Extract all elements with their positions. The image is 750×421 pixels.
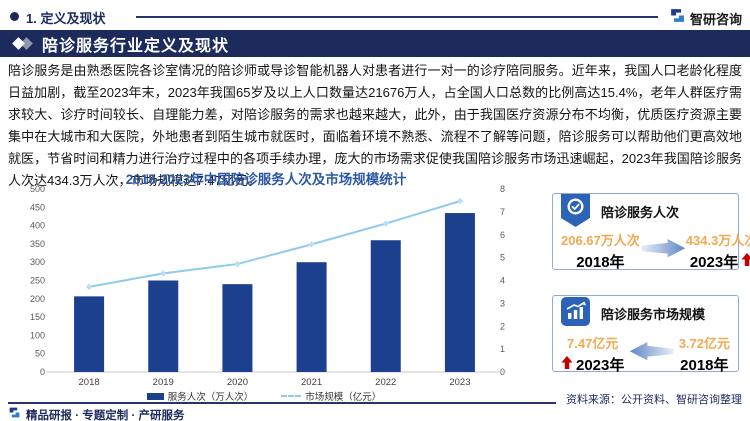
legend-item-bar: 服务人次（万人次） bbox=[146, 389, 254, 403]
bar-2022 bbox=[370, 240, 401, 372]
chart-area: 2018-2023年中国陪诊服务人次及市场规模统计 0 50 100 150 200 250… bbox=[8, 170, 520, 403]
brand-name: 智研咨询 bbox=[689, 11, 742, 27]
stat-2023: 7.47亿元 2023年 bbox=[561, 333, 624, 375]
bar-2018 bbox=[74, 296, 105, 372]
card-title: 陪诊服务人次 bbox=[601, 205, 680, 220]
stat-value: 434.3万人次 bbox=[685, 233, 750, 248]
header-rule bbox=[136, 16, 658, 18]
left-axis-tick: 300 bbox=[30, 257, 45, 267]
bar-line-chart: 2018-2023年中国陪诊服务人次及市场规模统计050100150200250… bbox=[30, 171, 506, 388]
card-body: 7.47亿元 2023年 3.72亿元 2018年 bbox=[553, 327, 738, 375]
left-axis-tick: 500 bbox=[30, 184, 45, 194]
right-axis-tick: 7 bbox=[500, 207, 505, 217]
card-head: 陪诊服务人次 bbox=[553, 194, 738, 228]
x-axis-label: 2019 bbox=[153, 377, 174, 388]
line-marker-2021 bbox=[308, 241, 315, 248]
line-marker-2019 bbox=[160, 270, 167, 277]
page-header: 1. 定义及现状 智研咨询 bbox=[0, 5, 750, 29]
left-axis-tick: 0 bbox=[40, 367, 45, 377]
chart-title: 2018-2023年中国陪诊服务人次及市场规模统计 bbox=[126, 171, 407, 187]
footer-divider bbox=[8, 402, 556, 404]
body-paragraph: 陪诊服务是由熟悉医院各诊室情况的陪诊师或导诊智能机器人对患者进行一对一的诊疗陪同… bbox=[8, 63, 742, 188]
line-swatch-icon bbox=[281, 395, 302, 397]
brand-logo: 智研咨询 bbox=[669, 7, 742, 29]
left-axis-tick: 400 bbox=[30, 221, 45, 231]
x-axis-label: 2021 bbox=[301, 377, 322, 388]
left-axis-tick: 200 bbox=[30, 294, 45, 304]
stat-year: 2018年 bbox=[576, 254, 625, 271]
right-axis-tick: 3 bbox=[500, 298, 505, 308]
right-axis-tick: 6 bbox=[500, 230, 505, 240]
bullet-icon bbox=[10, 12, 19, 21]
x-axis-label: 2020 bbox=[227, 377, 248, 388]
bar-2021 bbox=[296, 262, 327, 372]
trend-chart-icon bbox=[560, 296, 591, 327]
footer-logo-icon bbox=[8, 406, 21, 421]
right-axis-tick: 8 bbox=[500, 184, 505, 194]
legend-item-line: 市场规模（亿元） bbox=[281, 389, 381, 403]
x-axis-label: 2023 bbox=[449, 377, 470, 388]
diamond-icon bbox=[12, 35, 38, 53]
stat-2018: 206.67万人次 2018年 bbox=[561, 230, 640, 272]
stat-value: 7.47亿元 bbox=[567, 336, 619, 351]
right-axis-tick: 1 bbox=[500, 344, 505, 354]
stat-year: 2018年 bbox=[680, 357, 729, 374]
card-body: 206.67万人次 2018年 434.3万人次 2023年 bbox=[553, 228, 750, 272]
left-axis-tick: 100 bbox=[30, 330, 45, 340]
medal-icon bbox=[560, 194, 591, 228]
left-axis-tick: 450 bbox=[30, 202, 45, 212]
section-label: 1. 定义及现状 bbox=[26, 11, 106, 26]
bar-2019 bbox=[148, 280, 179, 372]
line-marker-2023 bbox=[456, 197, 464, 205]
brand-logo-icon bbox=[669, 7, 686, 29]
line-marker-2022 bbox=[382, 220, 389, 227]
up-arrow-icon bbox=[741, 253, 750, 270]
bar-2023 bbox=[444, 213, 475, 372]
stat-card-market-size: 陪诊服务市场规模 7.47亿元 2023年 bbox=[552, 295, 739, 375]
market-size-line bbox=[88, 200, 461, 288]
arrow-right-icon bbox=[640, 238, 686, 260]
stat-value: 206.67万人次 bbox=[561, 233, 640, 248]
left-axis-tick: 50 bbox=[35, 349, 45, 359]
x-axis-label: 2018 bbox=[79, 377, 100, 388]
card-title: 陪诊服务市场规模 bbox=[601, 307, 706, 322]
stat-value: 3.72亿元 bbox=[678, 336, 730, 351]
stat-year: 2023年 bbox=[561, 354, 624, 375]
chart-legend: 服务人次（万人次） 市场规模（亿元） bbox=[8, 389, 520, 403]
right-axis-tick: 2 bbox=[500, 321, 505, 331]
line-marker-2018 bbox=[85, 283, 93, 291]
source-note: 资料来源：公开资料、智研咨询整理 bbox=[566, 394, 742, 406]
line-marker-2020 bbox=[234, 260, 241, 268]
stat-2023: 434.3万人次 2023年 bbox=[686, 230, 750, 272]
legend-label-line: 市场规模（亿元） bbox=[305, 392, 382, 403]
footer-tagline-text: 精品研报 · 专题定制 · 产研服务 bbox=[26, 410, 185, 421]
arrow-left-icon bbox=[629, 341, 675, 363]
legend-label-bar: 服务人次（万人次） bbox=[167, 392, 254, 403]
card-head: 陪诊服务市场规模 bbox=[553, 296, 738, 327]
left-axis-tick: 350 bbox=[30, 239, 45, 249]
page-title: 陪诊服务行业定义及现状 bbox=[42, 37, 230, 55]
bar-2020 bbox=[222, 284, 253, 372]
up-arrow-icon bbox=[561, 356, 573, 373]
stat-year: 2023年 bbox=[686, 251, 750, 272]
stat-card-service-visits: 陪诊服务人次 206.67万人次 2018年 434.3万人次 2023年 bbox=[552, 193, 750, 272]
stat-2018: 3.72亿元 2018年 bbox=[679, 333, 730, 375]
left-axis-tick: 150 bbox=[30, 312, 45, 322]
right-axis-tick: 4 bbox=[500, 276, 505, 286]
footer-tagline: 精品研报 · 专题定制 · 产研服务 bbox=[8, 406, 184, 421]
left-axis-tick: 250 bbox=[30, 276, 45, 286]
title-banner: 陪诊服务行业定义及现状 bbox=[0, 30, 750, 57]
right-axis-tick: 5 bbox=[500, 253, 505, 263]
bar-swatch-icon bbox=[146, 392, 164, 400]
x-axis-label: 2022 bbox=[375, 377, 396, 388]
